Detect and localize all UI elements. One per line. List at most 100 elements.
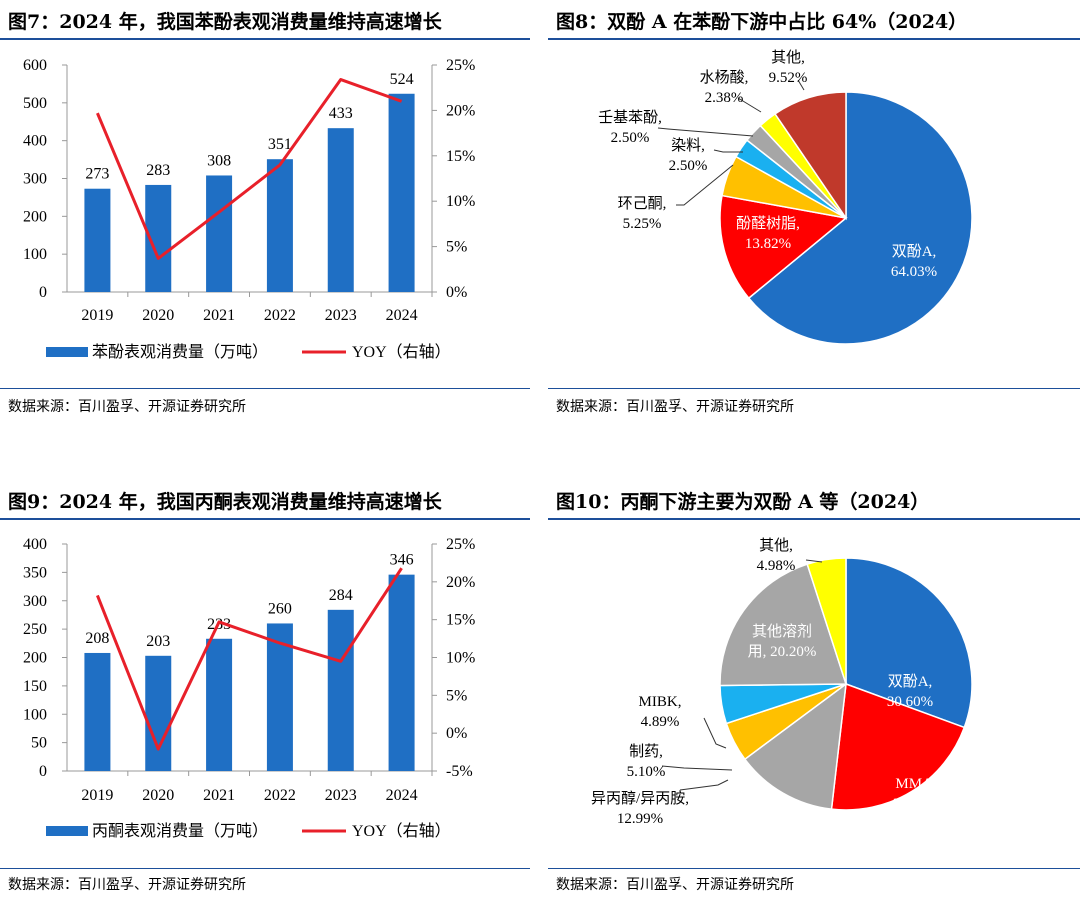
legend-label-bar: 丙酮表观消费量（万吨） — [92, 822, 268, 840]
slice-label: 制药, — [629, 743, 663, 760]
y-tick-label: 250 — [23, 621, 47, 638]
bar-value-label: 283 — [146, 162, 170, 179]
combo-chart: 0 50 100 150 200 250 300 350 400 -5% 0% 5% 10% 15% 20%… — [23, 536, 475, 840]
y2-tick-label: 20% — [446, 574, 475, 591]
slice-value-label: 5.25% — [623, 216, 662, 232]
y2-tick-label: 0% — [446, 284, 467, 301]
x-tick-label: 2021 — [203, 787, 235, 804]
slice-label: 双酚A, — [888, 673, 933, 690]
y-tick-label: 0 — [39, 763, 47, 780]
figure-8: 图8：双酚 A 在苯酚下游中占比 64%（2024） 双酚A, 64.03% 酚醛树… — [548, 0, 1080, 453]
bar-value-label: 351 — [268, 136, 292, 153]
slice-label: 染料, — [671, 137, 705, 154]
source-rule — [548, 868, 1080, 869]
figure-title: 图8：双酚 A 在苯酚下游中占比 64%（2024） — [556, 11, 968, 33]
slice-value-label: 13.82% — [745, 236, 791, 252]
bar — [327, 609, 354, 771]
y-tick-label: 50 — [31, 735, 47, 752]
y2-tick-label: 0% — [446, 725, 467, 742]
pie-slice — [719, 563, 848, 687]
y2-tick-label: 25% — [446, 57, 475, 74]
pie-chart: 双酚A, 64.03% 酚醛树脂, 13.82% 环己酮, 5.25% 染料, 2.50% 壬基… — [598, 49, 973, 345]
y2-tick-label: 5% — [446, 239, 467, 256]
title-rule — [0, 38, 530, 40]
y-tick-label: 300 — [23, 171, 47, 188]
yoy-line — [96, 78, 403, 260]
legend-label-line: YOY（右轴） — [352, 343, 451, 361]
pie-slice — [747, 91, 973, 345]
slice-value-label: 5.10% — [627, 764, 666, 780]
y-tick-label: 300 — [23, 593, 47, 610]
bar-value-label: 203 — [146, 633, 170, 650]
bar-value-label: 524 — [390, 71, 414, 88]
pie-slice — [806, 557, 847, 685]
bar — [206, 175, 233, 292]
y-tick-label: 600 — [23, 57, 47, 74]
y2-tick-label: 25% — [446, 536, 475, 553]
figure-10: 图10：丙酮下游主要为双酚 A 等（2024） 双酚A, 30.60% MMA, 21… — [548, 480, 1080, 906]
slice-value-label: 12.99% — [617, 811, 663, 827]
source-note: 数据来源：百川盈孚、开源证券研究所 — [8, 399, 246, 415]
x-tick-label: 2021 — [203, 307, 235, 324]
bar-value-label: 433 — [329, 105, 353, 122]
slice-value-label: 用, 20.20% — [748, 644, 817, 660]
y2-tick-label: 15% — [446, 148, 475, 165]
leader-line — [805, 559, 823, 563]
y2-tick-label: 10% — [446, 193, 475, 210]
source-note: 数据来源：百川盈孚、开源证券研究所 — [556, 877, 794, 893]
source-note: 数据来源：百川盈孚、开源证券研究所 — [556, 399, 794, 415]
bar — [84, 652, 111, 771]
slice-value-label: 21.23% — [893, 796, 939, 812]
source-rule — [0, 388, 530, 389]
bar — [266, 623, 293, 771]
y2-tick-label: 5% — [446, 687, 467, 704]
title-rule — [548, 38, 1080, 40]
x-tick-label: 2024 — [386, 307, 418, 324]
x-tick-label: 2023 — [325, 787, 357, 804]
y-tick-label: 100 — [23, 246, 47, 263]
leader-line — [657, 127, 754, 137]
slice-label: 水杨酸, — [700, 69, 749, 86]
legend-label-bar: 苯酚表观消费量（万吨） — [92, 343, 268, 361]
legend-label-line: YOY（右轴） — [352, 822, 451, 840]
x-tick-label: 2020 — [142, 307, 174, 324]
y-tick-label: 400 — [23, 133, 47, 150]
bar — [266, 159, 293, 292]
slice-value-label: 4.98% — [757, 558, 796, 574]
x-tick-label: 2019 — [81, 307, 113, 324]
y-tick-label: 500 — [23, 95, 47, 112]
bar-value-label: 208 — [85, 630, 109, 647]
x-tick-label: 2023 — [325, 307, 357, 324]
bar-value-label: 308 — [207, 152, 231, 169]
x-tick-label: 2024 — [386, 787, 418, 804]
slice-label: 酚醛树脂, — [736, 215, 800, 232]
leader-line — [703, 717, 727, 749]
leader-line — [797, 79, 805, 91]
leader-line — [713, 149, 743, 153]
slice-label: 双酚A, — [892, 243, 937, 260]
figure-9: 图9：2024 年，我国丙酮表观消费量维持高速增长 0 50 100 150 200 25… — [0, 480, 530, 906]
bar — [388, 574, 415, 771]
bar-value-label: 273 — [85, 166, 109, 183]
bar-value-label: 284 — [329, 587, 353, 604]
title-rule — [548, 518, 1080, 520]
figure-title: 图9：2024 年，我国丙酮表观消费量维持高速增长 — [8, 491, 442, 513]
y-tick-label: 400 — [23, 536, 47, 553]
yoy-line — [96, 567, 403, 751]
x-tick-label: 2022 — [264, 307, 296, 324]
pie-slice — [719, 194, 848, 300]
pie-chart: 双酚A, 30.60% MMA, 21.23% 异丙醇/异丙胺, 12.99% 制药, 5.1… — [591, 537, 973, 827]
bar-value-label: 346 — [390, 552, 414, 569]
figure-title: 图7：2024 年，我国苯酚表观消费量维持高速增长 — [8, 11, 442, 33]
leader-line — [661, 765, 733, 771]
slice-value-label: 2.50% — [611, 130, 650, 146]
slice-label: MMA, — [895, 776, 936, 792]
legend-swatch-bar — [46, 826, 88, 836]
slice-value-label: 64.03% — [891, 264, 937, 280]
slice-label: 其他, — [771, 49, 805, 66]
slice-label: 其他溶剂 — [752, 623, 812, 640]
y2-tick-label: 20% — [446, 102, 475, 119]
source-rule — [548, 388, 1080, 389]
legend-swatch-bar — [46, 347, 88, 357]
leader-line — [679, 779, 729, 791]
